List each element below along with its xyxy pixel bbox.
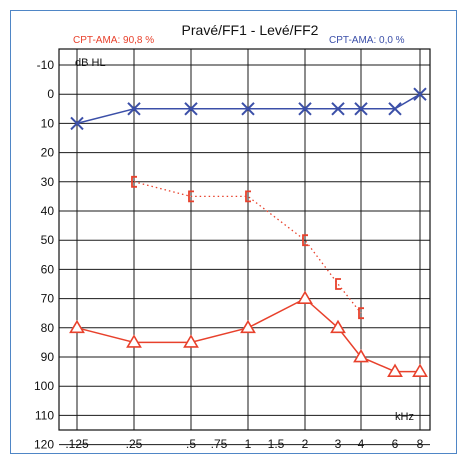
data-point-cross	[127, 102, 141, 116]
cpt-ama-right-label: CPT-AMA: 90,8 %	[73, 35, 154, 46]
data-point-cross	[298, 102, 312, 116]
data-point-triangle	[330, 319, 346, 334]
y-tick-label: 60	[41, 262, 55, 276]
series-line-bracket	[133, 181, 362, 314]
data-point-bracket	[302, 234, 308, 247]
plot-area	[58, 48, 431, 431]
data-point-triangle	[183, 334, 199, 348]
x-tick-label: .75	[211, 437, 228, 451]
y-tick-label: 70	[41, 292, 55, 306]
data-point-triangle	[69, 319, 85, 334]
y-tick-label: 110	[35, 408, 54, 422]
y-axis-unit-label: dB HL	[75, 57, 106, 69]
y-tick-label: 120	[34, 438, 54, 452]
series-cross	[70, 87, 427, 131]
data-point-triangle	[240, 319, 256, 334]
series-bracket	[131, 175, 364, 320]
data-point-cross	[354, 102, 368, 116]
y-tick-label: 50	[41, 233, 55, 247]
x-tick-label: 6	[392, 437, 399, 451]
audiogram-frame	[10, 10, 457, 454]
y-tick-label: 20	[41, 146, 55, 160]
y-tick-label: 100	[34, 379, 54, 393]
data-point-triangle	[297, 290, 313, 304]
data-point-bracket	[188, 190, 194, 203]
x-tick-label: 4	[358, 437, 365, 451]
x-tick-label: 1.5	[268, 437, 285, 451]
y-tick-label: 0	[47, 87, 54, 101]
data-point-triangle	[353, 348, 369, 363]
y-tick-label: 40	[41, 204, 55, 218]
data-point-cross	[413, 87, 427, 101]
data-point-cross	[241, 102, 255, 116]
y-tick-label: -10	[37, 58, 55, 72]
y-tick-label: 90	[41, 350, 55, 364]
data-point-bracket	[335, 278, 341, 290]
data-point-cross	[331, 102, 345, 116]
chart-title: Pravé/FF1 - Levé/FF2	[182, 22, 319, 38]
x-tick-label: .25	[126, 437, 143, 451]
cpt-ama-left-label: CPT-AMA: 0,0 %	[329, 35, 405, 46]
x-tick-label: .125	[65, 437, 89, 451]
data-point-cross	[388, 102, 402, 116]
data-point-triangle	[412, 363, 428, 377]
y-tick-label: 80	[41, 321, 55, 335]
x-axis-unit-label: kHz	[395, 411, 414, 423]
data-point-cross	[184, 102, 198, 116]
x-tick-label: .5	[186, 437, 196, 451]
data-point-triangle	[387, 363, 403, 377]
data-point-bracket	[245, 190, 251, 203]
data-point-bracket	[131, 175, 137, 188]
y-tick-label: 30	[41, 175, 55, 189]
x-tick-label: 8	[417, 437, 424, 451]
data-point-cross	[70, 116, 84, 131]
y-tick-label: 10	[41, 116, 55, 130]
data-point-triangle	[126, 334, 142, 348]
x-tick-label: 2	[302, 437, 309, 451]
series-triangle	[69, 290, 428, 377]
x-tick-label: 3	[335, 437, 342, 451]
data-point-bracket	[358, 307, 364, 320]
x-tick-label: 1	[245, 437, 252, 451]
